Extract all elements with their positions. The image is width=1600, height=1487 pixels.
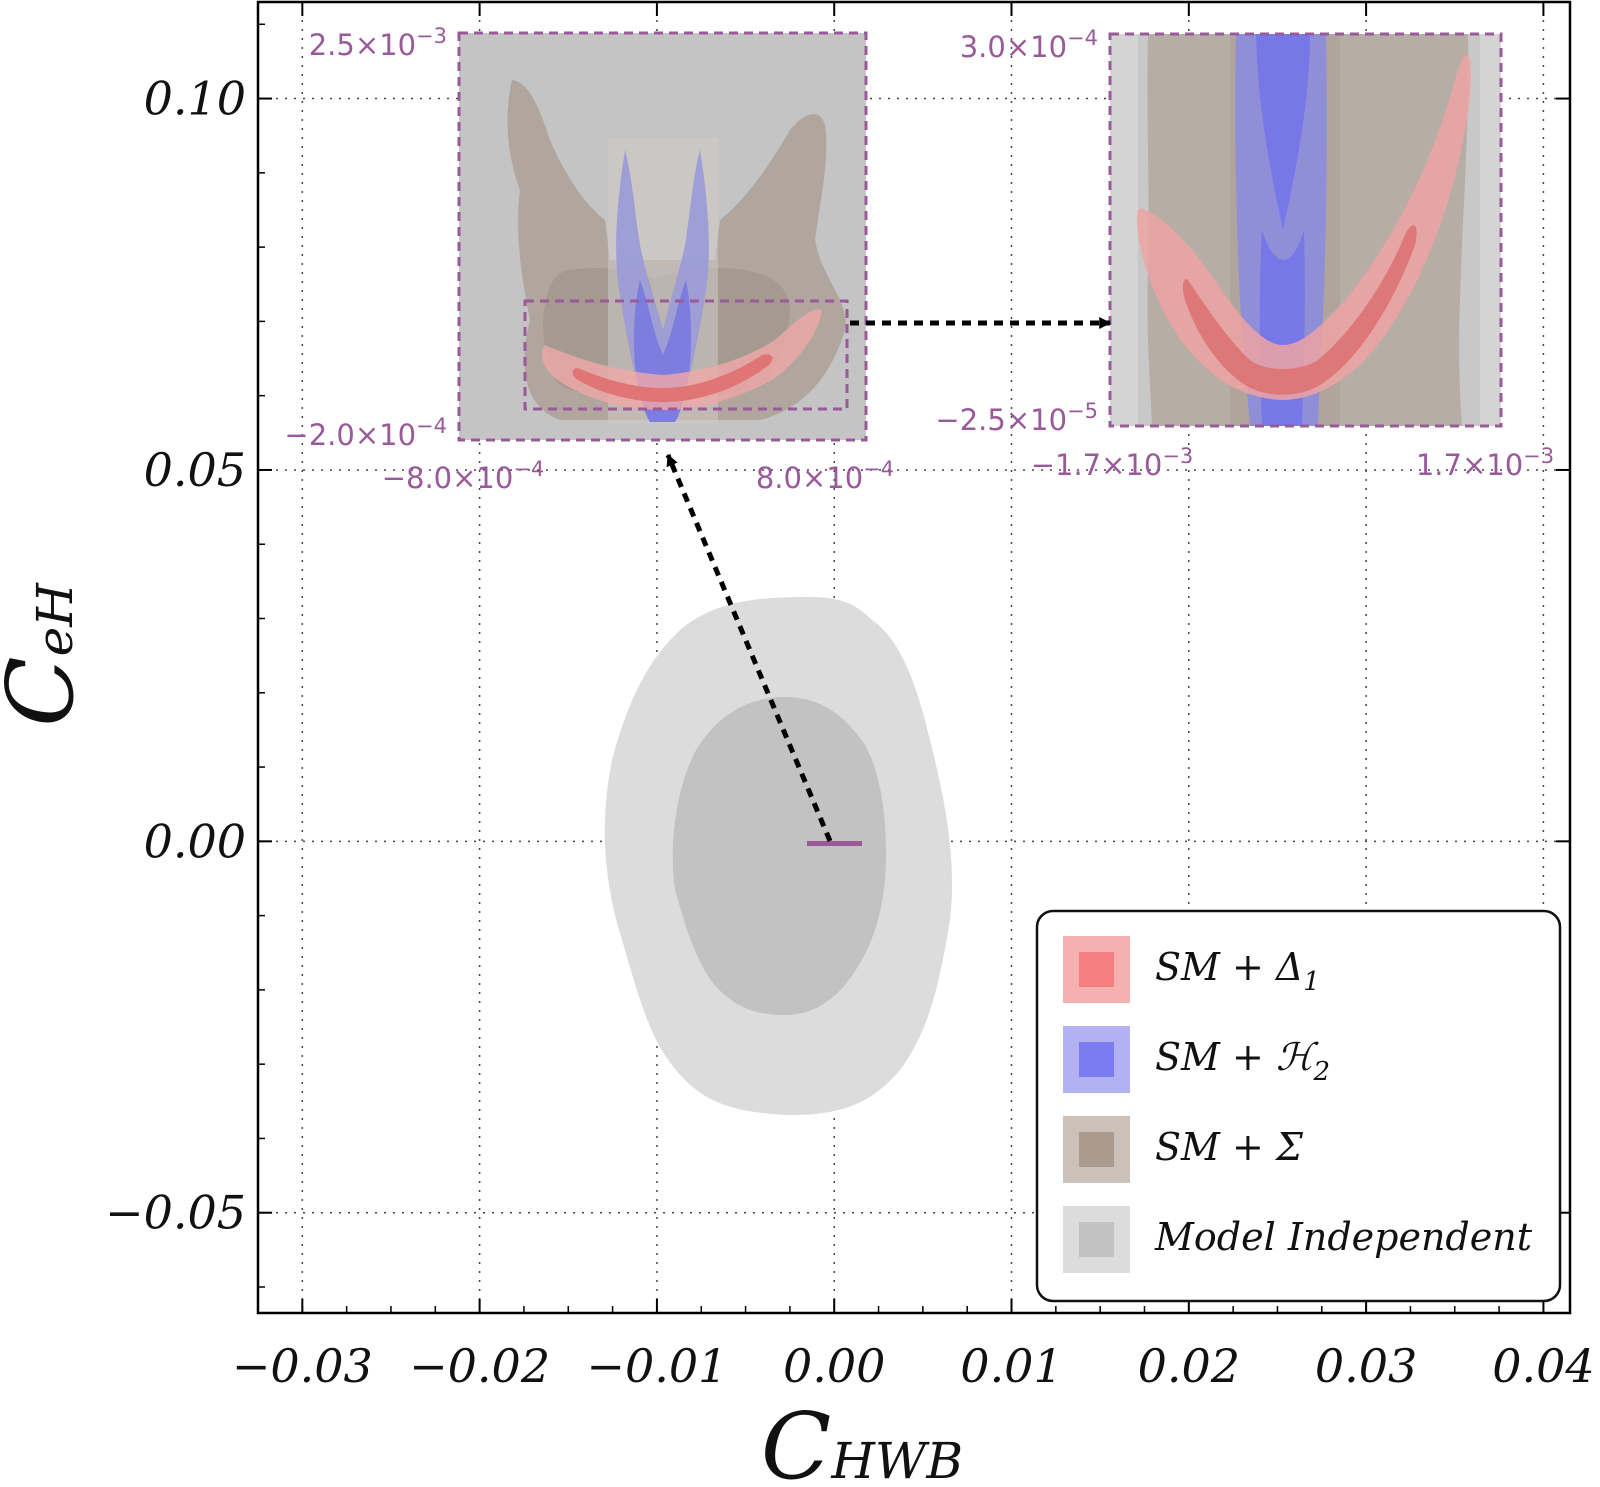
inset1-red-inner	[572, 354, 773, 402]
legend-label: Model Independent	[1154, 1215, 1533, 1259]
x-tick-label: 0.02	[1138, 1339, 1240, 1393]
legend-swatch-inner	[1079, 1132, 1114, 1167]
y-tick-label: 0.05	[144, 443, 246, 497]
inset1-frame	[457, 31, 868, 442]
inset-1: 2.5×10−3 −2.0×10−4 −8.0×10−4 8.0×10−4	[284, 24, 894, 495]
plot-frame	[256, 0, 1572, 1315]
inset1-xright-label: 8.0×10−4	[756, 457, 894, 495]
model-independent-inner-region	[672, 697, 886, 1015]
inset1-xleft-label: −8.0×10−4	[382, 457, 545, 495]
inset2-xleft-label: −1.7×10−3	[1031, 444, 1194, 482]
tick-labels: −0.03 −0.02 −0.01 0.00 0.01 0.02 0.03 0.04 −0.05…	[105, 72, 1595, 1393]
legend-item-model-independent: Model Independent	[1063, 1206, 1533, 1273]
legend-swatch-inner	[1079, 952, 1114, 987]
zoom-arrow-1	[665, 453, 833, 842]
legend-label: SM + Σ	[1155, 1125, 1304, 1169]
legend-swatch-inner	[1079, 1222, 1114, 1257]
y-tick-label: 0.00	[144, 814, 246, 868]
x-tick-label: 0.03	[1315, 1339, 1417, 1393]
x-tick-label: 0.00	[783, 1339, 885, 1393]
legend-item-sm-sigma: SM + Σ	[1063, 1116, 1304, 1183]
inset-2: 3.0×10−4 −2.5×10−5 −1.7×10−3 1.7×10−3	[935, 26, 1554, 482]
y-tick-label: −0.05	[105, 1186, 246, 1240]
x-tick-label: 0.04	[1492, 1339, 1594, 1393]
legend-label: SM + Δ1	[1155, 945, 1320, 997]
y-tick-label: 0.10	[144, 72, 246, 126]
legend-item-sm-h2: SM + ℋ2	[1063, 1026, 1330, 1093]
x-tick-label: −0.02	[409, 1339, 550, 1393]
inset1-ytop-label: 2.5×10−3	[309, 24, 447, 62]
inset1-zoom-box	[523, 299, 849, 411]
y-axis-title: CeH	[0, 582, 94, 727]
inset2-xright-label: 1.7×10−3	[1416, 444, 1554, 482]
inset2-ytop-label: 3.0×10−4	[960, 26, 1098, 64]
inset2-blue-inner	[1256, 34, 1310, 426]
main-contours	[604, 597, 953, 1115]
x-axis-title: CHWB	[761, 1393, 963, 1487]
legend-item-sm-delta1: SM + Δ1	[1063, 936, 1320, 1003]
legend-box	[1035, 909, 1562, 1303]
inset2-ybottom-label: −2.5×10−5	[935, 399, 1098, 437]
zoom-arrows	[665, 317, 1112, 842]
inset2-frame	[1108, 32, 1503, 428]
x-tick-label: −0.03	[232, 1339, 373, 1393]
legend: SM + Δ1 SM + ℋ2 SM + Σ Model Independent	[1035, 909, 1562, 1303]
inset1-ybottom-label: −2.0×10−4	[284, 414, 447, 452]
legend-swatch-inner	[1079, 1042, 1114, 1077]
zoom-region-marker	[807, 841, 862, 846]
x-tick-label: 0.01	[960, 1339, 1062, 1393]
inset2-red-inner	[1182, 225, 1417, 395]
legend-label: SM + ℋ2	[1155, 1035, 1330, 1087]
inset2-red-outer	[1137, 55, 1471, 400]
x-tick-label: −0.01	[586, 1339, 727, 1393]
tick-marks	[258, 2, 1570, 1313]
